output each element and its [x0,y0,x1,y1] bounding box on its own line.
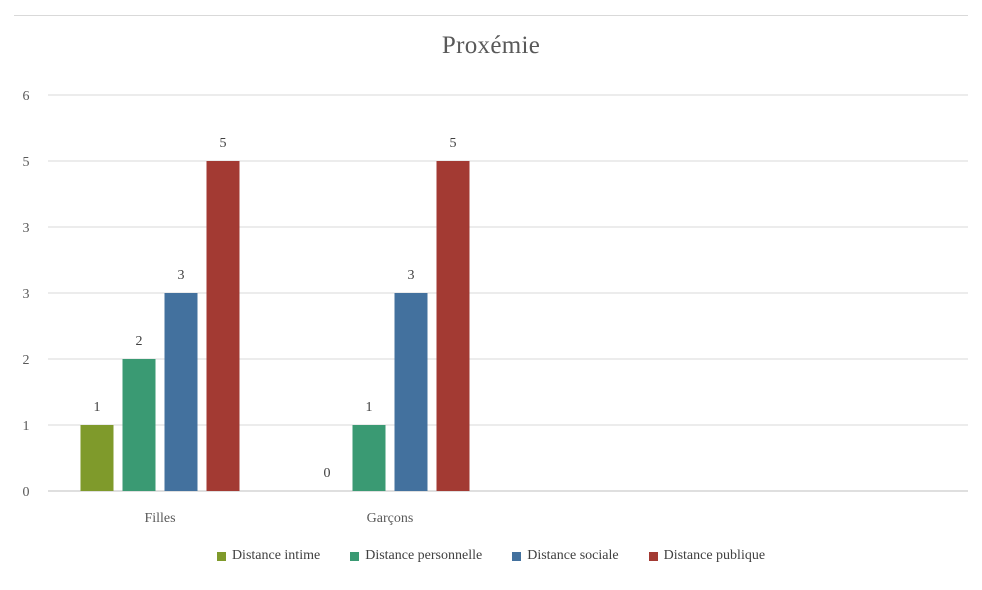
bar [394,293,428,491]
y-tick-label: 3 [23,287,30,302]
chart-title: Proxémie [441,32,541,59]
data-label: 5 [450,136,457,151]
y-tick-label: 6 [23,89,30,104]
legend-label: Distance personnelle [365,548,483,563]
legend-label: Distance intime [231,548,321,563]
legend-item: Distance personnelle [350,548,482,564]
data-label: 3 [408,268,415,283]
bar [164,293,198,491]
y-tick-label: 2 [23,353,30,368]
bar [436,161,470,491]
y-tick-label: 3 [23,221,30,236]
bar [206,161,240,491]
y-tick-label: 5 [23,155,30,170]
legend-item: Distance publique [648,548,766,564]
bar [80,425,114,491]
data-label: 3 [178,268,185,283]
legend-label: Distance sociale [527,548,619,563]
y-tick-label: 0 [23,485,30,500]
bar [352,425,386,491]
top-divider [14,15,968,16]
x-tick-label: Garçons [367,511,414,526]
data-label: 5 [220,136,227,151]
data-label: 0 [324,466,331,481]
legend-item: Distance intime [216,548,321,564]
x-tick-label: Filles [144,511,175,526]
legend-swatch [350,551,360,561]
legend-swatch [648,551,658,561]
legend-swatch [512,551,522,561]
chart-legend: Distance intime Distance personnelle Dista… [0,548,982,564]
legend-label: Distance publique [663,548,766,563]
legend-swatch [216,551,226,561]
data-label: 1 [94,400,101,415]
data-label: 1 [366,400,373,415]
data-label: 2 [136,334,143,349]
bar [122,359,156,491]
legend-item: Distance sociale [512,548,619,564]
y-tick-label: 1 [23,419,30,434]
